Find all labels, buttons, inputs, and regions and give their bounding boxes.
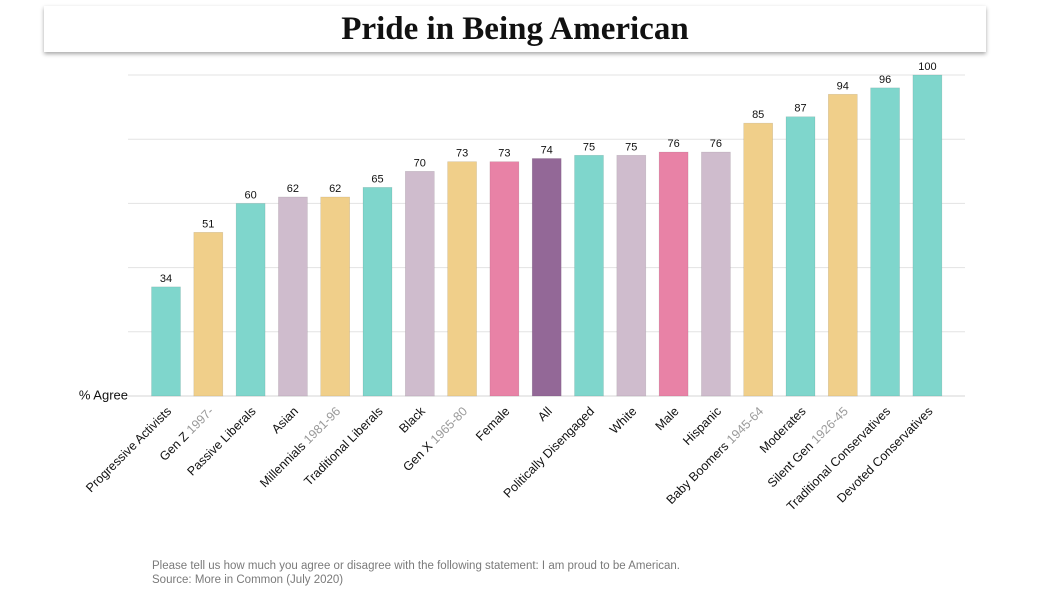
x-tick-label: Silent Gen 1926-45 [765, 404, 851, 490]
bar [193, 231, 224, 397]
x-tick-label-main: Traditional Liberals [301, 404, 385, 488]
bar [785, 116, 816, 397]
data-label: 87 [794, 103, 806, 115]
data-label: 62 [329, 183, 341, 195]
bar [701, 151, 731, 397]
x-tick-label-main: Baby Boomers [664, 439, 732, 507]
x-tick-label: Hispanic [680, 404, 724, 448]
data-label: 75 [625, 141, 637, 153]
bar [320, 196, 351, 397]
data-label: 94 [837, 80, 849, 92]
x-tick-label: Black [396, 404, 428, 436]
bar [362, 187, 393, 397]
data-label: 73 [498, 148, 510, 160]
x-tick-label-years: 1997- [181, 404, 216, 439]
footnote: Please tell us how much you agree or dis… [152, 559, 680, 587]
title-bar: Pride in Being American [44, 6, 986, 52]
data-label: 34 [160, 273, 172, 285]
x-tick-label: Male [653, 404, 682, 433]
bar [278, 196, 308, 397]
bar [235, 203, 266, 397]
data-label: 73 [456, 148, 468, 160]
bar [447, 161, 477, 397]
x-tick-label-main: Male [653, 404, 682, 433]
bar [574, 154, 604, 397]
data-label: 74 [541, 144, 553, 156]
chart-title: Pride in Being American [341, 10, 689, 47]
bar [151, 286, 181, 397]
bar [404, 171, 435, 397]
x-tick-label-main: Female [473, 404, 512, 443]
data-label: 62 [287, 183, 299, 195]
data-label: 70 [414, 157, 426, 169]
x-tick-label-main: Asian [269, 404, 301, 436]
bar [912, 74, 943, 397]
data-label: 51 [202, 218, 214, 230]
x-tick-label: Traditional Liberals [301, 404, 385, 488]
x-tick-label-main: White [607, 404, 640, 437]
x-tick-label-main: Black [396, 404, 428, 436]
bar [870, 87, 900, 397]
bar [531, 158, 562, 397]
x-tick-label: All [535, 404, 555, 424]
bar [658, 151, 689, 397]
data-label: 76 [710, 138, 722, 150]
data-label: 75 [583, 141, 595, 153]
footnote-source: Source: More in Common (July 2020) [152, 574, 344, 586]
x-tick-label-main: Millennials [257, 439, 308, 490]
data-label: 96 [879, 74, 891, 86]
x-tick-label-main: All [535, 404, 555, 424]
data-label: 60 [244, 189, 256, 201]
footnote-question: Please tell us how much you agree or dis… [152, 560, 681, 572]
bar [743, 122, 774, 397]
bar [616, 154, 647, 397]
x-tick-label: White [607, 404, 640, 437]
x-tick-label: Millennials 1981-96 [257, 404, 343, 490]
y-axis-label: % Agree [79, 387, 128, 402]
x-tick-label-years: 1965-80 [425, 404, 470, 449]
bar [489, 161, 520, 397]
data-label: 76 [667, 138, 679, 150]
data-label: 65 [371, 173, 383, 185]
x-tick-label: Asian [269, 404, 301, 436]
bar [827, 93, 858, 397]
x-tick-label: Female [473, 404, 512, 443]
x-tick-label-main: Hispanic [680, 404, 724, 448]
data-label: 100 [918, 61, 936, 73]
data-label: 85 [752, 109, 764, 121]
